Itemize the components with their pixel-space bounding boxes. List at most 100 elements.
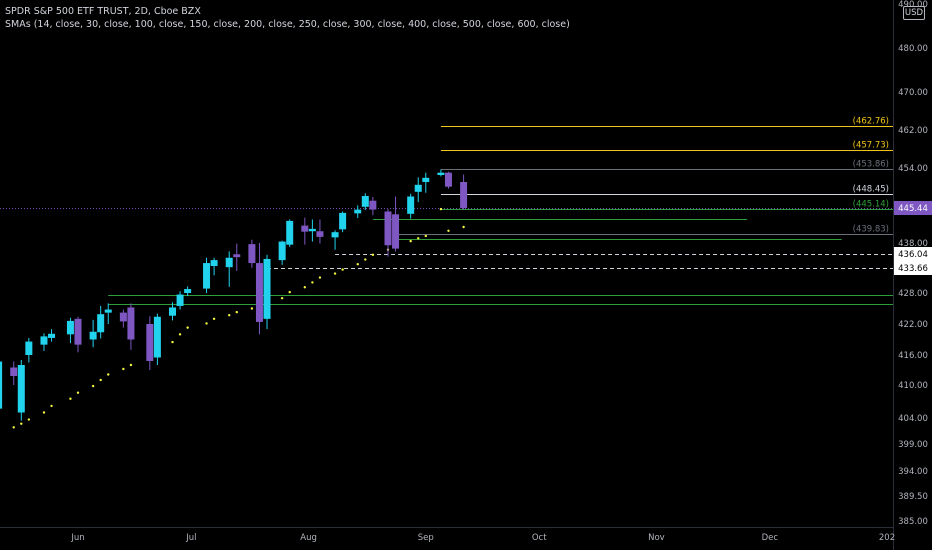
- sma-dot: [12, 426, 15, 429]
- sma-dot: [228, 314, 231, 317]
- candle-body: [255, 263, 263, 322]
- candle[interactable]: [104, 303, 112, 324]
- candle[interactable]: [25, 337, 33, 363]
- candle-body: [286, 220, 294, 245]
- candle[interactable]: [127, 303, 135, 350]
- price-tick-label: 480.00: [898, 44, 928, 54]
- candle[interactable]: [369, 196, 377, 216]
- candle[interactable]: [361, 193, 369, 211]
- time-tick-label: 202: [879, 533, 895, 543]
- candle-body: [460, 182, 468, 208]
- candle[interactable]: [301, 217, 309, 245]
- candle-body: [146, 324, 154, 361]
- candle-body: [169, 307, 177, 316]
- price-tick-label: 422.00: [898, 320, 928, 330]
- candle[interactable]: [203, 257, 211, 293]
- candle[interactable]: [263, 254, 271, 330]
- candle[interactable]: [308, 219, 316, 242]
- candle[interactable]: [392, 196, 400, 252]
- price-tick-label: 410.00: [898, 381, 928, 391]
- price-tick-label: 454.00: [898, 164, 928, 174]
- candle-body: [407, 196, 415, 214]
- candle[interactable]: [0, 352, 3, 418]
- candle-body: [0, 361, 3, 409]
- symbol-title[interactable]: SPDR S&P 500 ETF TRUST, 2D, Cboe BZX: [5, 6, 201, 17]
- candle[interactable]: [414, 177, 422, 203]
- candles: [0, 169, 468, 421]
- level-label: (453.86): [853, 160, 889, 170]
- sma-dot: [27, 418, 31, 421]
- candle[interactable]: [17, 360, 25, 421]
- price-tick-label: 462.00: [898, 126, 928, 136]
- candle-body: [10, 367, 18, 376]
- candle-body: [437, 172, 445, 176]
- candle[interactable]: [210, 257, 218, 276]
- candle[interactable]: [422, 172, 430, 193]
- candle-body: [17, 365, 25, 413]
- price-tick-label: 470.00: [898, 88, 928, 98]
- sma-dot: [20, 422, 23, 425]
- currency-label[interactable]: USD: [903, 6, 925, 20]
- candle[interactable]: [169, 302, 177, 321]
- candle[interactable]: [233, 243, 241, 271]
- candle[interactable]: [146, 316, 154, 370]
- time-tick-label: Nov: [648, 533, 665, 543]
- price-tick-label: 385.00: [898, 517, 928, 527]
- candle-body: [97, 314, 105, 333]
- time-axis: Jun Jul Aug Sep Oct Nov Dec 202: [70, 533, 895, 543]
- candle[interactable]: [66, 317, 74, 344]
- candle[interactable]: [40, 333, 48, 351]
- sma-dot: [364, 258, 367, 261]
- candle[interactable]: [339, 211, 347, 233]
- sma-dot: [333, 272, 337, 275]
- candle[interactable]: [184, 286, 192, 297]
- candle[interactable]: [437, 169, 445, 177]
- indicator-title[interactable]: SMAs (14, close, 30, close, 100, close, …: [5, 19, 570, 30]
- time-tick-label: Dec: [762, 533, 779, 543]
- sma-dot: [42, 411, 46, 414]
- time-tick-label: Jun: [70, 533, 84, 543]
- candle[interactable]: [225, 251, 233, 287]
- candle[interactable]: [316, 219, 324, 244]
- candle-body: [369, 200, 377, 210]
- sma-dot: [439, 207, 443, 211]
- sma-dot: [129, 363, 133, 367]
- sma-dot: [107, 373, 110, 376]
- price-tick-label: 389.50: [898, 492, 928, 502]
- candle[interactable]: [119, 309, 127, 328]
- time-tick-label: Aug: [300, 533, 317, 543]
- candle[interactable]: [278, 240, 286, 265]
- candle[interactable]: [384, 209, 392, 257]
- candle-body: [25, 341, 33, 355]
- candle[interactable]: [407, 193, 415, 219]
- candle[interactable]: [89, 319, 97, 348]
- current-price-label: 445.44: [898, 204, 928, 214]
- sma-dot: [91, 384, 95, 388]
- candle[interactable]: [153, 313, 161, 365]
- candle-body: [233, 254, 241, 258]
- candle[interactable]: [460, 174, 468, 210]
- sma-dot: [69, 397, 72, 400]
- level-labels: (462.76) (457.73) (453.86) (448.45) (445.14)…: [853, 117, 889, 235]
- candle[interactable]: [331, 230, 339, 250]
- sma-dot: [122, 367, 125, 371]
- candle[interactable]: [444, 171, 452, 189]
- candle-body: [278, 241, 286, 261]
- candle[interactable]: [255, 243, 263, 335]
- candle[interactable]: [97, 305, 105, 339]
- candle[interactable]: [74, 316, 82, 353]
- candle-body: [316, 231, 324, 237]
- candle[interactable]: [48, 329, 56, 342]
- candle-body: [361, 196, 369, 207]
- sma-dot: [178, 333, 182, 336]
- candle[interactable]: [286, 219, 294, 247]
- candle-body: [176, 294, 184, 306]
- price-axis: 385.00 389.50 394.00 399.00 404.00 410.00 416.…: [894, 0, 932, 527]
- candle[interactable]: [10, 361, 18, 386]
- time-tick-label: Sep: [418, 533, 434, 543]
- candle-body: [119, 312, 127, 322]
- candle[interactable]: [248, 239, 256, 268]
- candle[interactable]: [176, 291, 184, 310]
- candle[interactable]: [354, 205, 362, 219]
